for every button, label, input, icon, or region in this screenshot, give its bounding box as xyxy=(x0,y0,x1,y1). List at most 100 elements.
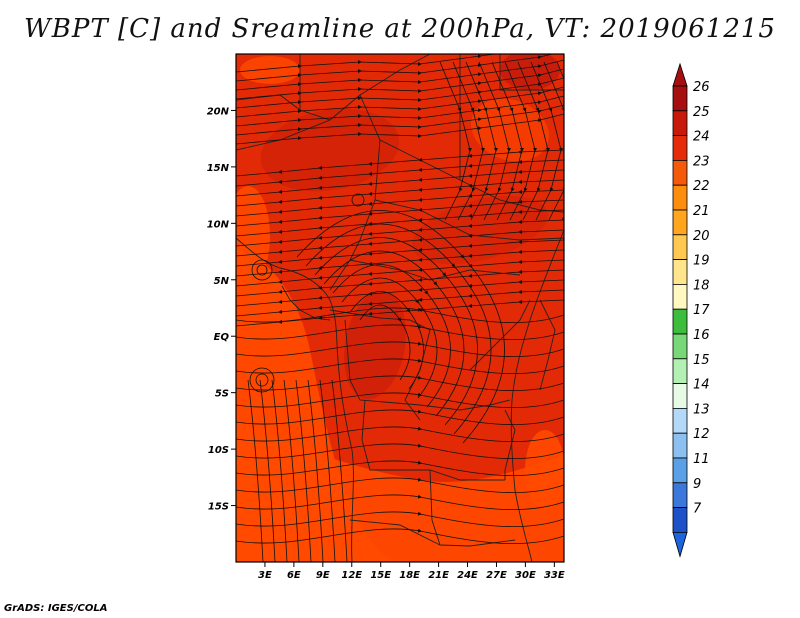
colorbar-label: 22 xyxy=(693,179,710,194)
streamline xyxy=(314,237,478,426)
map-frame xyxy=(235,53,565,563)
streamline xyxy=(517,61,550,221)
lon-tick-label: 24E xyxy=(457,570,478,581)
streamline-eddy xyxy=(351,193,365,207)
streamline xyxy=(236,494,564,511)
streamline xyxy=(236,307,564,324)
streamline-eddy xyxy=(251,259,273,281)
lon-tick-label: 9E xyxy=(316,570,330,581)
streamline xyxy=(295,379,312,562)
streamline xyxy=(236,358,564,375)
streamline xyxy=(236,477,564,494)
colorbar-swatch xyxy=(672,507,688,533)
border-line xyxy=(361,399,505,481)
lon-tick-label: 21E xyxy=(428,570,449,581)
lat-tick-label: 5N xyxy=(214,276,230,287)
colorbar-swatch xyxy=(672,432,688,459)
border-line xyxy=(510,229,564,562)
colorbar-label: 18 xyxy=(693,278,710,293)
streamline xyxy=(247,379,264,562)
streamline xyxy=(236,460,564,477)
colorbar-label: 17 xyxy=(693,303,710,318)
streamline xyxy=(259,379,276,562)
streamline-eddy xyxy=(249,367,275,393)
streamline xyxy=(305,223,492,435)
lat-tick-label: 15S xyxy=(208,502,229,513)
streamline xyxy=(236,324,564,341)
border-line xyxy=(539,299,556,391)
streamline xyxy=(341,277,438,399)
streamline xyxy=(236,375,564,392)
colorbar-label: 25 xyxy=(693,105,710,120)
streamline xyxy=(236,426,564,443)
colorbar-swatch xyxy=(672,234,688,261)
colorbar: 26 25 24 23 22 21 20 19 18 17 16 15 14 13 12 11 9 7 xyxy=(672,62,710,558)
colorbar-label: 21 xyxy=(693,204,710,219)
colorbar-swatch xyxy=(672,159,688,186)
colorbar-label: 19 xyxy=(693,254,710,269)
lon-tick-label: 18E xyxy=(399,570,420,581)
lat-tick-label: 5S xyxy=(215,389,229,400)
colorbar-swatch xyxy=(672,209,688,236)
streamline xyxy=(350,291,424,390)
lat-tick-label: 20N xyxy=(207,106,230,117)
colorbar-swatch xyxy=(672,457,688,484)
colorbar-label: 24 xyxy=(693,130,710,145)
colorbar-swatch xyxy=(672,407,688,434)
colorbar-label: 12 xyxy=(693,427,710,442)
streamline xyxy=(271,379,288,562)
streamline-eddy xyxy=(256,264,268,276)
lat-tick-label: 10N xyxy=(207,219,230,230)
streamlines xyxy=(236,54,564,562)
streamline-eddy xyxy=(255,373,269,387)
colorbar-bottom-arrow xyxy=(672,532,688,558)
streamline xyxy=(323,250,465,417)
colorbar-label: 7 xyxy=(693,502,702,517)
field-patch xyxy=(240,56,300,84)
colorbar-top-arrow xyxy=(672,62,688,87)
streamline xyxy=(236,528,564,545)
colorbar-swatch xyxy=(672,259,688,285)
colorbar-swatch xyxy=(672,308,688,335)
lon-tick-label: 15E xyxy=(370,570,391,581)
streamline xyxy=(236,341,564,358)
colorbar-swatch xyxy=(672,85,688,112)
streamline xyxy=(319,379,336,562)
lon-tick-label: 33E xyxy=(544,570,565,581)
streamline xyxy=(307,379,324,562)
colorbar-label: 13 xyxy=(693,402,710,417)
colorbar-swatch xyxy=(672,383,688,409)
colorbar-label: 9 xyxy=(693,477,701,492)
colorbar-label: 20 xyxy=(693,229,710,244)
colorbar-label: 11 xyxy=(693,452,710,467)
colorbar-swatch xyxy=(672,110,688,137)
colorbar-label: 16 xyxy=(693,328,710,343)
streamline xyxy=(332,264,451,408)
streamline xyxy=(359,304,411,381)
lon-axis: 3E 6E 9E 12E 15E 18E 21E 24E 27E 30E 33E xyxy=(258,562,565,581)
colorbar-swatch xyxy=(672,283,688,310)
colorbar-label: 26 xyxy=(693,80,710,95)
chart-title: WBPT [C] and Sreamline at 200hPa, VT: 20… xyxy=(24,14,776,44)
lon-tick-label: 12E xyxy=(341,570,362,581)
lon-tick-label: 3E xyxy=(258,570,272,581)
streamline xyxy=(331,379,348,562)
streamline xyxy=(236,409,564,426)
lat-tick-label: 15N xyxy=(207,163,230,174)
streamline xyxy=(236,511,564,528)
footer-credit: GrADS: IGES/COLA xyxy=(4,603,108,614)
border-line xyxy=(504,409,516,480)
lon-tick-label: 27E xyxy=(486,570,507,581)
lat-tick-label: 10S xyxy=(208,445,229,456)
border-line xyxy=(349,519,441,546)
lat-axis: 20N 15N 10N 5N EQ 5S 10S 15S xyxy=(207,106,236,513)
colorbar-swatch xyxy=(672,184,688,211)
lon-tick-label: 6E xyxy=(287,570,301,581)
lat-tick-label: EQ xyxy=(214,332,230,343)
streamline xyxy=(296,210,505,444)
streamline xyxy=(283,379,300,562)
colorbar-swatch xyxy=(672,482,688,508)
field-patch xyxy=(525,430,564,510)
colorbar-swatch xyxy=(672,333,688,360)
